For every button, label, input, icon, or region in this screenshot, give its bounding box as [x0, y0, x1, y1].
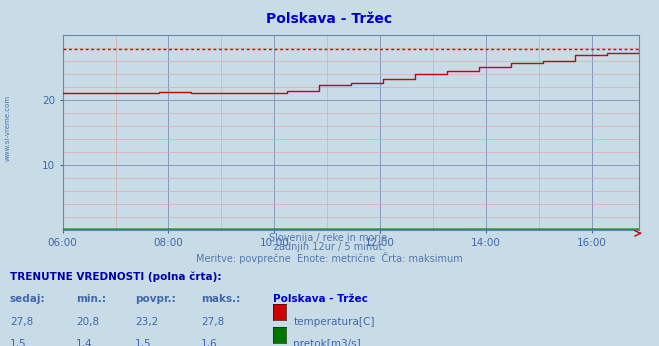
Text: min.:: min.: — [76, 294, 106, 304]
Text: Polskava - Tržec: Polskava - Tržec — [266, 12, 393, 26]
Text: Meritve: povprečne  Enote: metrične  Črta: maksimum: Meritve: povprečne Enote: metrične Črta:… — [196, 252, 463, 264]
Text: sedaj:: sedaj: — [10, 294, 45, 304]
Text: temperatura[C]: temperatura[C] — [293, 317, 375, 327]
Text: maks.:: maks.: — [201, 294, 241, 304]
Text: zadnjih 12ur / 5 minut.: zadnjih 12ur / 5 minut. — [273, 242, 386, 252]
Text: povpr.:: povpr.: — [135, 294, 176, 304]
Text: pretok[m3/s]: pretok[m3/s] — [293, 339, 361, 346]
Text: 1,5: 1,5 — [10, 339, 26, 346]
Text: 1,6: 1,6 — [201, 339, 217, 346]
Text: 23,2: 23,2 — [135, 317, 158, 327]
Text: Polskava - Tržec: Polskava - Tržec — [273, 294, 368, 304]
Text: 27,8: 27,8 — [201, 317, 224, 327]
Text: www.si-vreme.com: www.si-vreme.com — [5, 95, 11, 161]
Text: 1,5: 1,5 — [135, 339, 152, 346]
Text: 27,8: 27,8 — [10, 317, 33, 327]
Text: Slovenija / reke in morje.: Slovenija / reke in morje. — [269, 233, 390, 243]
Text: 1,4: 1,4 — [76, 339, 92, 346]
Text: TRENUTNE VREDNOSTI (polna črta):: TRENUTNE VREDNOSTI (polna črta): — [10, 272, 221, 282]
Text: 20,8: 20,8 — [76, 317, 99, 327]
